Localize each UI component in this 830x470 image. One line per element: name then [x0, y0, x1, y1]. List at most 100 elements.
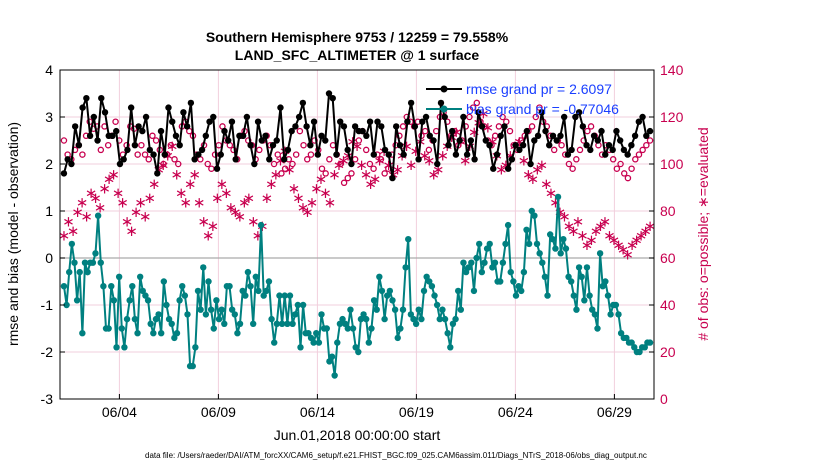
rmse-point — [131, 142, 139, 149]
rmse-point — [254, 118, 262, 125]
obs-evaluated-point: ∗ — [324, 194, 337, 212]
obs-possible-point — [370, 165, 377, 172]
bias-point — [142, 292, 149, 299]
rmse-point — [639, 113, 646, 121]
obs-evaluated-point: ∗ — [288, 180, 301, 198]
bias-point — [265, 278, 273, 285]
bias-point — [623, 334, 630, 342]
obs-evaluated-point: ∗ — [536, 156, 549, 174]
bias-point — [578, 273, 585, 280]
obs-evaluated-point: ∗ — [76, 194, 89, 212]
obs-evaluated-point: ∗ — [121, 212, 134, 230]
bias-point — [357, 315, 365, 323]
bias-point — [318, 311, 325, 318]
obs-evaluated-point: ∗ — [581, 236, 594, 254]
rmse-point — [307, 142, 314, 149]
rmse-point — [359, 127, 366, 135]
bias-point — [426, 278, 433, 285]
obs-evaluated-point: ∗ — [130, 203, 143, 221]
obs-evaluated-point: ∗ — [224, 198, 237, 216]
x-tick-label: 06/19 — [399, 404, 434, 420]
obs-evaluated-point: ∗ — [346, 133, 359, 151]
obs-evaluated-point: ∗ — [85, 184, 98, 202]
bias-point — [155, 311, 162, 318]
rmse-point — [225, 137, 232, 144]
bias-point — [231, 311, 238, 318]
obs-evaluated-point: ∗ — [247, 212, 260, 230]
obs-evaluated-point: ∗ — [220, 184, 233, 202]
rmse-point — [546, 142, 553, 149]
obs-evaluated-point: ∗ — [206, 217, 219, 235]
bias-point — [518, 287, 525, 295]
bias-point — [73, 297, 81, 304]
bias-point — [373, 306, 380, 313]
bias-point — [468, 259, 475, 266]
obs-evaluated-point: ∗ — [148, 175, 161, 193]
legend-rmse-label: rmse grand pr = 2.6097 — [466, 81, 612, 97]
bias-point — [184, 311, 191, 318]
obs-possible-point — [506, 127, 514, 135]
rmse-point — [127, 104, 135, 111]
bias-point — [131, 315, 139, 323]
rmse-point — [213, 165, 221, 172]
rmse-point — [598, 127, 605, 135]
obs-possible-point — [171, 156, 178, 163]
y-right-tick-label: 100 — [660, 156, 684, 172]
rmse-point — [430, 137, 437, 144]
bias-point — [454, 287, 462, 295]
rmse-point — [68, 160, 75, 168]
bias-point — [134, 330, 141, 337]
bias-point — [447, 344, 454, 351]
obs-evaluated-point: ∗ — [639, 222, 652, 240]
rmse-point — [284, 146, 292, 154]
rmse-point — [579, 123, 587, 130]
bias-point — [215, 315, 223, 323]
legend: rmse grand pr = 2.6097 bias grand pr = -… — [426, 81, 619, 117]
bias-point — [502, 240, 509, 248]
bias-point — [386, 287, 394, 295]
obs-possible-point — [355, 137, 363, 144]
bias-point — [205, 278, 212, 285]
bias-point — [255, 287, 262, 295]
rmse-point — [501, 123, 508, 130]
bias-point — [84, 268, 91, 276]
obs-evaluated-point: ∗ — [608, 231, 621, 249]
y-axis-label: rmse and bias (model - observation) — [5, 122, 21, 346]
bias-point — [278, 320, 286, 327]
rmse-point — [195, 151, 202, 158]
rmse-point — [370, 151, 377, 158]
bias-point — [81, 259, 89, 266]
rmse-point — [448, 127, 456, 135]
bias-point — [147, 320, 154, 327]
bias-point — [200, 264, 207, 271]
bias-point — [292, 311, 299, 318]
obs-evaluated-point: ∗ — [193, 194, 206, 212]
obs-evaluated-point: ∗ — [626, 236, 639, 254]
obs-evaluated-point: ∗ — [630, 231, 643, 249]
rmse-point — [79, 104, 86, 111]
bias-point — [218, 306, 225, 313]
rmse-point — [90, 113, 98, 121]
rmse-point — [172, 132, 180, 139]
bias-point — [549, 236, 556, 243]
rmse-point — [646, 127, 654, 135]
rmse-point — [519, 142, 527, 149]
bias-point — [583, 264, 591, 271]
obs-evaluated-point: ∗ — [360, 165, 373, 183]
rmse-point — [419, 118, 426, 125]
rmse-point — [490, 165, 497, 172]
x-tick-label: 06/24 — [498, 404, 533, 420]
obs-possible-point — [362, 146, 370, 154]
obs-possible-point — [296, 127, 304, 135]
obs-evaluated-point: ∗ — [527, 170, 540, 188]
obs-possible-point — [499, 113, 506, 121]
bias-point — [221, 320, 228, 327]
rmse-point — [348, 160, 355, 168]
rmse-point — [434, 160, 441, 168]
bias-point — [355, 348, 362, 356]
x-tick-label: 06/14 — [300, 404, 335, 420]
rmse-point — [616, 137, 624, 144]
obs-possible-point — [145, 156, 152, 163]
bias-point — [362, 315, 370, 323]
rmse-point — [378, 123, 385, 130]
